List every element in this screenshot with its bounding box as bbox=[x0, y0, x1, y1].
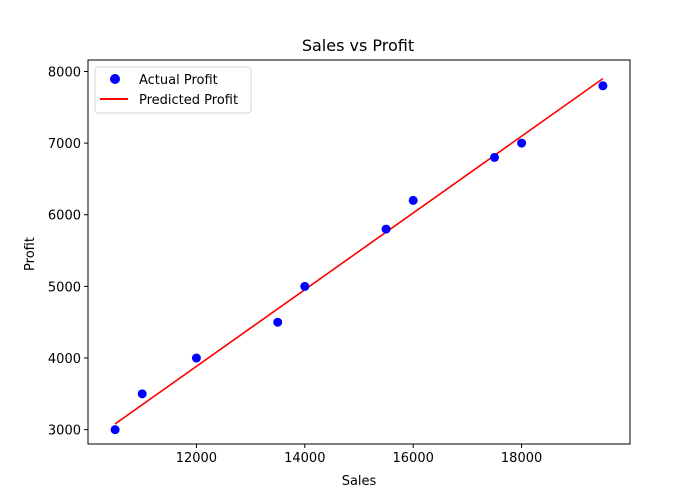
data-point-actual-profit bbox=[517, 138, 527, 148]
y-tick-label: 8000 bbox=[48, 65, 81, 80]
y-tick-label: 7000 bbox=[48, 137, 81, 152]
legend-marker-actual-profit bbox=[110, 74, 120, 84]
data-point-actual-profit bbox=[598, 81, 608, 91]
series-line-predicted-profit bbox=[114, 77, 604, 425]
data-point-actual-profit bbox=[191, 353, 201, 363]
chart-title: Sales vs Profit bbox=[302, 36, 414, 55]
data-point-actual-profit bbox=[381, 224, 391, 234]
x-tick-label: 14000 bbox=[284, 451, 325, 466]
legend-label-predicted-profit: Predicted Profit bbox=[139, 93, 238, 108]
x-axis-label: Sales bbox=[342, 474, 377, 489]
legend-label-actual-profit: Actual Profit bbox=[139, 73, 218, 88]
data-point-actual-profit bbox=[110, 425, 120, 435]
y-tick-label: 3000 bbox=[48, 424, 81, 439]
data-point-actual-profit bbox=[490, 152, 499, 162]
x-tick-label: 12000 bbox=[176, 451, 217, 466]
y-tick-label: 6000 bbox=[48, 209, 81, 224]
y-tick-label: 4000 bbox=[48, 352, 81, 367]
data-point-actual-profit bbox=[408, 195, 418, 205]
x-axis-ticks: 12000 14000 16000 18000 bbox=[176, 444, 542, 466]
plot-marks bbox=[110, 77, 608, 435]
plot-area-frame bbox=[87, 59, 631, 445]
x-tick-label: 16000 bbox=[393, 451, 434, 466]
data-point-actual-profit bbox=[273, 317, 283, 327]
legend: Actual Profit Predicted Profit bbox=[94, 66, 252, 114]
y-axis-label: Profit bbox=[23, 237, 38, 271]
data-point-actual-profit bbox=[137, 389, 147, 399]
x-tick-label: 18000 bbox=[501, 451, 542, 466]
data-point-actual-profit bbox=[300, 281, 310, 291]
legend-frame bbox=[94, 66, 252, 114]
y-tick-label: 5000 bbox=[48, 280, 81, 295]
y-axis-ticks: 3000 4000 5000 6000 7000 8000 bbox=[48, 65, 88, 439]
